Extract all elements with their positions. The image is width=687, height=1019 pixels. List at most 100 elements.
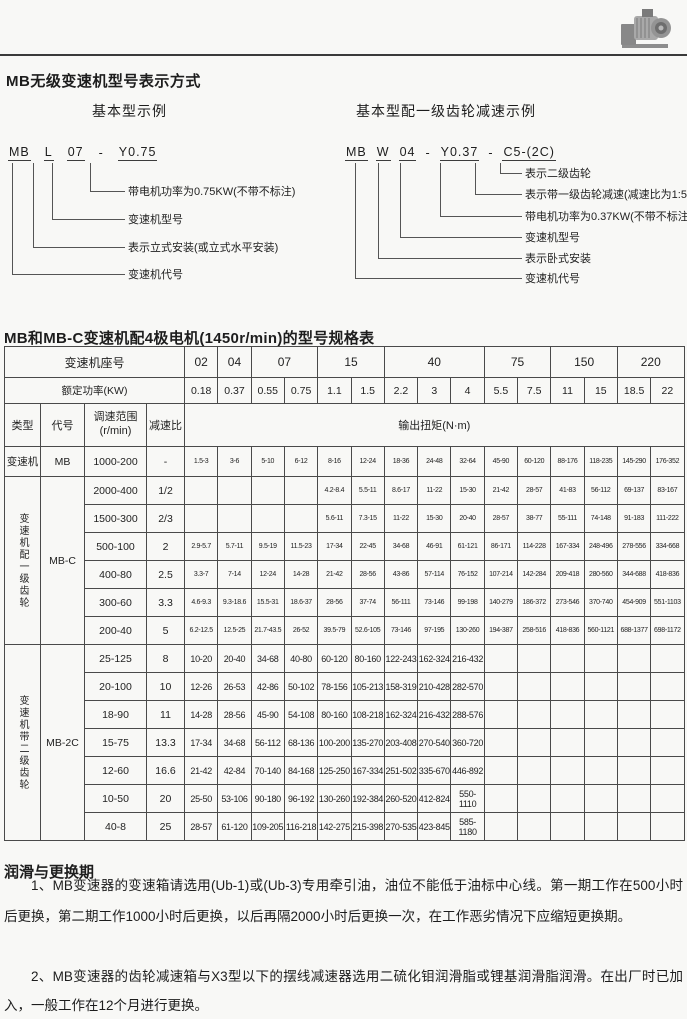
torque-cell: 5.5-11 bbox=[350, 476, 385, 505]
torque-cell bbox=[217, 476, 252, 505]
torque-cell: 142-284 bbox=[517, 560, 552, 589]
spec-row: 300-60 3.3 4.6-9.3 9.3-18.6 15.5-31 18.6-37 28… bbox=[5, 588, 685, 617]
torque-cell bbox=[283, 476, 319, 505]
torque-cell bbox=[650, 756, 685, 785]
power-header-row: 额定功率(KW) 0.18 0.37 0.55 0.75 1.1 1.5 2.2 3 4 5.5 7… bbox=[3, 377, 685, 404]
torque-cell: 260-520 bbox=[383, 784, 419, 813]
torque-cell: 17-34 bbox=[317, 532, 352, 561]
callout-label: 表示卧式安装 bbox=[525, 253, 591, 265]
power-value: 1.5 bbox=[350, 377, 385, 404]
torque-cell bbox=[583, 644, 618, 673]
range-cell: 300-60 bbox=[84, 588, 147, 617]
torque-cell: 209-418 bbox=[550, 560, 585, 589]
torque-cell: 69-137 bbox=[616, 476, 652, 505]
code-token: 07 bbox=[66, 145, 85, 161]
torque-cell bbox=[184, 476, 219, 505]
torque-cell: 34-68 bbox=[383, 532, 419, 561]
range-cell: 1500-300 bbox=[84, 504, 147, 533]
power-value: 2.2 bbox=[383, 377, 419, 404]
torque-cell: 74-148 bbox=[583, 504, 618, 533]
torque-cell: 158-319 bbox=[383, 672, 419, 701]
callout-line bbox=[33, 163, 125, 248]
torque-cell: 15.5-31 bbox=[250, 588, 285, 617]
ratio-cell: 1/2 bbox=[145, 476, 186, 505]
torque-cell: 40-80 bbox=[283, 644, 319, 673]
torque-cell: 99-198 bbox=[450, 588, 485, 617]
torque-cell: 3.3-7 bbox=[184, 560, 219, 589]
torque-cell bbox=[483, 784, 519, 813]
torque-cell bbox=[583, 700, 618, 729]
torque-cell: 10-20 bbox=[184, 644, 219, 673]
callout-line bbox=[440, 163, 522, 217]
header-divider bbox=[0, 54, 687, 56]
ratio-cell: 8 bbox=[145, 644, 186, 673]
torque-cell bbox=[616, 728, 652, 757]
torque-cell: 83-167 bbox=[650, 476, 685, 505]
torque-cell: 70-140 bbox=[250, 756, 285, 785]
code-token: C5-(2C) bbox=[502, 145, 556, 161]
torque-cell: 12.5-25 bbox=[217, 616, 252, 645]
torque-cell: 34-68 bbox=[250, 644, 285, 673]
torque-cell bbox=[517, 672, 552, 701]
callout-label: 表示立式安装(或立式水平安装) bbox=[128, 242, 279, 254]
torque-cell: 90-180 bbox=[250, 784, 285, 813]
torque-cell bbox=[483, 672, 519, 701]
range-cell: 40-8 bbox=[84, 812, 147, 841]
callout-label: 表示二级齿轮 bbox=[525, 168, 591, 180]
seat-number: 15 bbox=[317, 346, 385, 378]
power-value: 5.5 bbox=[483, 377, 519, 404]
torque-cell: 114-228 bbox=[517, 532, 552, 561]
torque-cell: 5.6-11 bbox=[317, 504, 352, 533]
torque-cell: 210-428 bbox=[417, 672, 452, 701]
torque-cell: 100-200 bbox=[317, 728, 352, 757]
torque-cell: 15-30 bbox=[450, 476, 485, 505]
torque-cell: 8-16 bbox=[317, 446, 352, 477]
torque-cell bbox=[650, 812, 685, 841]
ratio-cell: 11 bbox=[145, 700, 186, 729]
torque-cell: 17-34 bbox=[184, 728, 219, 757]
torque-cell: 116-218 bbox=[283, 812, 319, 841]
torque-cell: 162-324 bbox=[417, 644, 452, 673]
torque-cell: 446-892 bbox=[450, 756, 485, 785]
spec-row: 200-40 5 6.2-12.5 12.5-25 21.7-43.5 26-52 39.5… bbox=[5, 616, 685, 645]
torque-cell: 76-152 bbox=[450, 560, 485, 589]
torque-cell: 21-42 bbox=[184, 756, 219, 785]
torque-cell bbox=[650, 784, 685, 813]
callout-line bbox=[400, 163, 522, 238]
spec-row: 10-50 20 25-50 53-106 90-180 96-192 130-260 192… bbox=[5, 784, 685, 813]
torque-cell: 50-102 bbox=[283, 672, 319, 701]
ratio-cell: 10 bbox=[145, 672, 186, 701]
callout-line bbox=[12, 163, 125, 275]
power-label: 额定功率(KW) bbox=[3, 377, 186, 404]
torque-cell: 21-42 bbox=[317, 560, 352, 589]
torque-cell: 14-28 bbox=[184, 700, 219, 729]
torque-cell: 418-836 bbox=[550, 616, 585, 645]
torque-cell bbox=[483, 812, 519, 841]
torque-cell: 335-670 bbox=[417, 756, 452, 785]
torque-cell: 14-28 bbox=[283, 560, 319, 589]
torque-cell: 97-195 bbox=[417, 616, 452, 645]
ratio-cell: 3.3 bbox=[145, 588, 186, 617]
torque-cell: 68-136 bbox=[283, 728, 319, 757]
torque-cell: 334-668 bbox=[650, 532, 685, 561]
torque-cell: 53-106 bbox=[217, 784, 252, 813]
spec-row: 变速机带二级齿轮 MB-2C 25-125 8 10-20 20-40 34-68 40-80… bbox=[4, 644, 685, 841]
torque-cell: 86-171 bbox=[483, 532, 519, 561]
torque-cell bbox=[583, 728, 618, 757]
power-value: 0.37 bbox=[217, 377, 252, 404]
torque-cell bbox=[550, 756, 585, 785]
ratio-cell: 2 bbox=[145, 532, 186, 561]
torque-cell: 45-90 bbox=[483, 446, 519, 477]
torque-cell: 91-183 bbox=[616, 504, 652, 533]
torque-cell: 140-279 bbox=[483, 588, 519, 617]
torque-cell: 12-24 bbox=[250, 560, 285, 589]
torque-cell: 203-408 bbox=[383, 728, 419, 757]
torque-cell bbox=[483, 700, 519, 729]
power-value: 3 bbox=[417, 377, 452, 404]
ratio-cell: 25 bbox=[145, 812, 186, 841]
torque-cell: 142-275 bbox=[317, 812, 352, 841]
torque-cell: 2.9-5.7 bbox=[184, 532, 219, 561]
torque-cell: 18.6-37 bbox=[283, 588, 319, 617]
lubrication-paragraph-1: 1、MB变速器的变速箱请选用(Ub-1)或(Ub-3)专用牵引油，油位不能低于油… bbox=[4, 878, 683, 924]
power-value: 7.5 bbox=[517, 377, 552, 404]
